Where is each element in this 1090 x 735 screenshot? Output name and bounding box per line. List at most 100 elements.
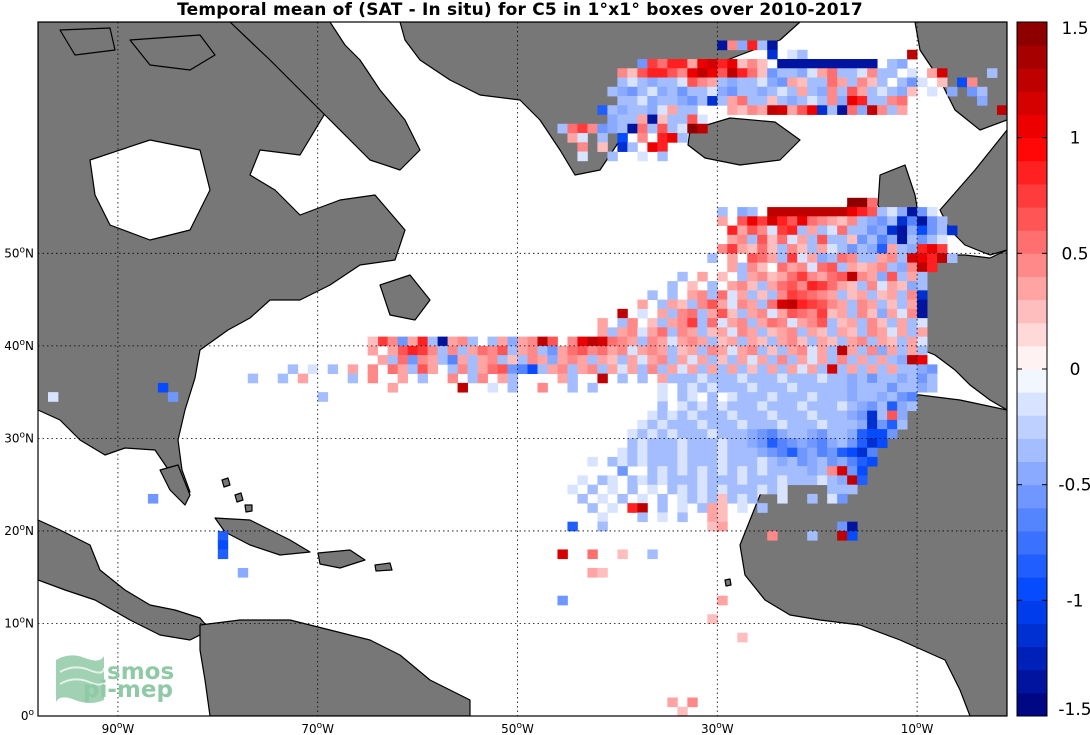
data-cell: [917, 373, 928, 384]
data-cell: [717, 216, 728, 226]
data-cell: [607, 123, 618, 134]
data-cell: [807, 216, 818, 226]
data-cell: [707, 86, 718, 97]
data-cell: [757, 364, 768, 375]
colorbar-swatch: [1017, 415, 1047, 439]
data-cell: [377, 355, 389, 365]
data-cell: [877, 373, 888, 384]
colorbar-swatch: [1017, 91, 1047, 116]
data-cell: [837, 475, 848, 486]
data-cell: [797, 364, 808, 375]
data-cell: [807, 336, 818, 347]
data-cell: [757, 438, 768, 449]
data-cell: [607, 345, 618, 356]
data-cell: [687, 484, 698, 495]
data-cell: [747, 262, 758, 273]
data-cell: [897, 77, 908, 88]
data-cell: [847, 225, 858, 236]
data-cell: [657, 299, 668, 310]
data-cell: [687, 475, 698, 486]
data-cell: [737, 373, 748, 384]
data-cell: [697, 271, 708, 282]
data-cell: [747, 382, 758, 393]
data-cell: [807, 96, 818, 106]
data-cell: [557, 373, 568, 384]
data-cell: [717, 86, 728, 97]
data-cell: [857, 336, 868, 347]
data-cell: [867, 105, 878, 115]
data-cell: [907, 290, 918, 300]
data-cell: [767, 253, 778, 263]
data-cell: [707, 96, 718, 106]
data-cell: [807, 438, 818, 449]
data-cell: [637, 299, 648, 310]
data-cell: [457, 336, 468, 347]
data-cell: [827, 382, 838, 393]
data-cell: [817, 327, 828, 338]
data-cell: [617, 336, 628, 347]
data-cell: [837, 484, 848, 495]
data-cell: [667, 419, 678, 430]
data-cell: [847, 521, 858, 532]
data-cell: [887, 410, 898, 421]
data-cell: [737, 308, 748, 319]
data-cell: [657, 151, 668, 162]
data-cell: [847, 96, 858, 106]
data-cell: [807, 355, 818, 365]
data-cell: [677, 512, 688, 523]
data-cell: [707, 493, 718, 504]
data-cell: [867, 355, 878, 365]
data-cell: [767, 308, 778, 319]
data-cell: [557, 364, 568, 375]
data-cell: [697, 401, 708, 412]
data-cell: [847, 447, 858, 458]
data-cell: [757, 327, 768, 338]
data-cell: [847, 373, 858, 384]
data-cell: [737, 216, 748, 226]
data-cell: [467, 373, 478, 384]
data-cell: [737, 281, 748, 291]
data-cell: [797, 59, 808, 69]
data-cell: [937, 68, 948, 78]
data-cell: [667, 281, 678, 291]
colorbar-swatch: [1017, 322, 1047, 347]
data-cell: [727, 244, 738, 254]
data-cell: [677, 373, 688, 384]
data-cell: [567, 484, 578, 495]
data-cell: [727, 299, 738, 310]
data-cell: [877, 77, 888, 88]
data-cell: [367, 373, 379, 384]
data-cell: [847, 345, 858, 356]
data-cell: [687, 290, 698, 300]
data-cell: [737, 271, 748, 282]
data-cell: [617, 308, 628, 319]
data-cell: [657, 123, 668, 134]
data-cell: [307, 364, 319, 375]
data-cell: [747, 105, 758, 115]
data-cell: [777, 373, 788, 384]
data-cell: [517, 345, 528, 356]
data-cell: [737, 105, 748, 115]
data-cell: [687, 697, 698, 708]
data-cell: [677, 336, 688, 347]
data-cell: [517, 355, 528, 365]
data-cell: [447, 345, 458, 356]
data-cell: [607, 484, 618, 495]
data-cell: [677, 429, 688, 439]
data-cell: [697, 410, 708, 421]
data-cell: [717, 68, 728, 78]
data-cell: [847, 77, 858, 88]
data-cell: [727, 336, 738, 347]
data-cell: [657, 318, 668, 328]
data-cell: [697, 447, 708, 458]
data-cell: [817, 392, 828, 402]
data-cell: [887, 105, 898, 115]
data-cell: [877, 68, 888, 78]
data-cell: [717, 308, 728, 319]
data-cell: [737, 86, 748, 97]
data-cell: [727, 419, 738, 430]
data-cell: [617, 447, 628, 458]
data-cell: [857, 271, 868, 282]
data-cell: [667, 299, 678, 310]
data-cell: [797, 216, 808, 226]
